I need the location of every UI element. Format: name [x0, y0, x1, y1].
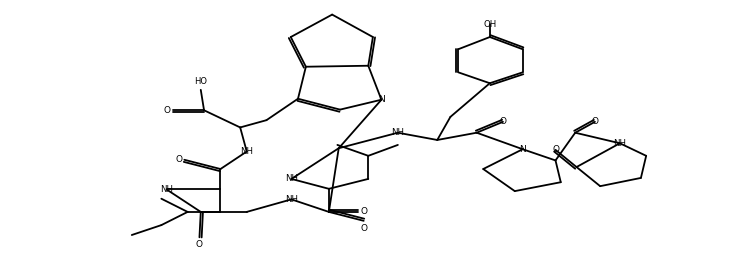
Text: NH: NH [240, 147, 253, 156]
Text: O: O [164, 106, 170, 115]
Text: O: O [360, 207, 367, 216]
Text: O: O [196, 240, 203, 249]
Text: O: O [360, 224, 367, 233]
Text: N: N [378, 95, 385, 104]
Text: NH: NH [613, 139, 626, 148]
Text: NH: NH [285, 195, 298, 204]
Text: NH: NH [285, 174, 298, 183]
Text: NH: NH [391, 128, 404, 137]
Text: NH: NH [160, 185, 173, 194]
Text: O: O [499, 117, 507, 126]
Text: N: N [519, 145, 526, 154]
Text: HO: HO [194, 77, 207, 86]
Text: O: O [175, 155, 182, 164]
Text: O: O [591, 117, 599, 126]
Text: O: O [552, 145, 559, 154]
Text: OH: OH [483, 20, 496, 29]
